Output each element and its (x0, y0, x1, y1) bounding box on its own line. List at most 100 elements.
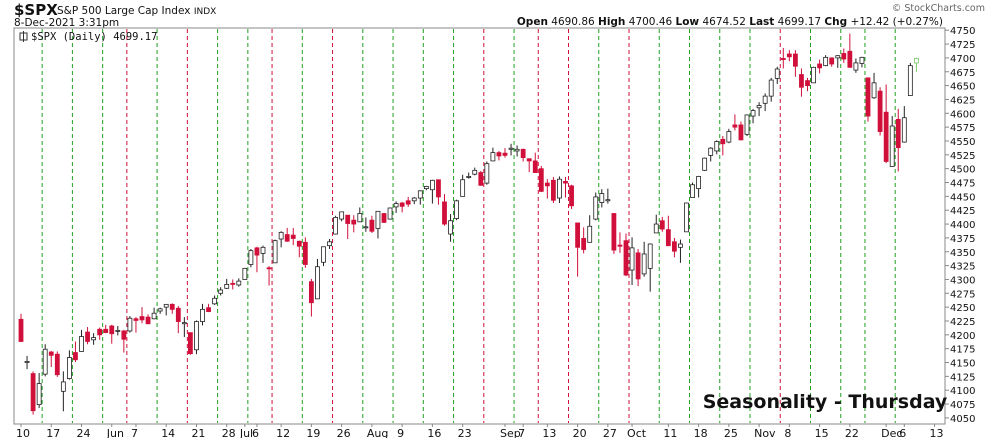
candle-body (732, 124, 738, 128)
y-tick-label: 4350 (950, 248, 975, 259)
candle-body (218, 289, 224, 294)
candle-body (151, 312, 157, 320)
y-tick-label: 4425 (950, 206, 975, 217)
y-tick-label: 4125 (950, 372, 975, 383)
candle-body (623, 240, 629, 276)
candle-body (194, 321, 199, 351)
x-tick-label: 7 (518, 427, 525, 438)
candle-body (841, 53, 847, 60)
candle-body (653, 223, 659, 234)
y-tick-label: 4200 (950, 331, 975, 342)
x-tick-label: Nov (754, 427, 776, 438)
candle-body (405, 200, 411, 205)
candle-body (315, 266, 320, 300)
candle-body (466, 176, 472, 178)
candle-body (478, 172, 484, 186)
y-tick-label: 4750 (950, 26, 975, 37)
quote-label: Open (517, 16, 548, 28)
index-name: S&P 500 Large Cap Index (57, 5, 190, 17)
x-tick-label: 13 (542, 427, 556, 438)
candle-body (702, 157, 708, 171)
y-tick-label: 4525 (950, 151, 975, 162)
y-tick-label: 4050 (950, 414, 975, 425)
candle-body (532, 160, 538, 173)
candle-body (629, 247, 635, 271)
candle-body (139, 316, 145, 321)
candle-body (611, 213, 617, 251)
x-tick-label: 6 (899, 427, 906, 438)
candle-body (260, 246, 266, 254)
candle-body (599, 193, 605, 203)
candle-body (42, 348, 48, 375)
x-tick-label: 24 (77, 427, 91, 438)
candle-body (230, 282, 236, 285)
quote-label: Chg (824, 16, 847, 28)
candle-body (472, 169, 478, 175)
x-tick-label: 23 (458, 427, 472, 438)
candle-body (714, 141, 720, 152)
candle-body (750, 110, 756, 117)
candle-body (883, 111, 889, 162)
candle-body (36, 383, 42, 406)
x-tick-label: 27 (603, 427, 617, 438)
y-tick-label: 4475 (950, 179, 975, 190)
candle-body (91, 337, 96, 341)
x-tick-label: Jul (239, 427, 253, 438)
candle-body (266, 267, 272, 270)
quote-value: 4700.46 (629, 16, 673, 28)
x-tick-label: 17 (46, 427, 60, 438)
candle-body (460, 179, 466, 197)
annotation: Seasonality - Thursday (703, 391, 948, 413)
candle-body (865, 77, 871, 117)
date: 8-Dec-2021 3:31pm (14, 17, 119, 29)
candle-body (587, 225, 593, 243)
candle-body (411, 197, 417, 202)
y-tick-label: 4500 (950, 165, 975, 176)
candle-body (557, 178, 562, 199)
candle-body (48, 351, 54, 356)
candle-body (811, 66, 816, 84)
x-tick-label: 16 (427, 427, 441, 438)
candle-body (18, 318, 24, 342)
x-tick-label: 11 (663, 427, 677, 438)
candle-body (859, 56, 865, 64)
candle-body (635, 252, 641, 280)
candle-body (538, 168, 544, 192)
candle-body (187, 332, 193, 355)
candle-body (284, 234, 290, 242)
candle-body (278, 231, 284, 240)
candle-body (436, 179, 441, 198)
candle-body (248, 250, 254, 265)
candle-body (133, 318, 139, 321)
x-tick-label: Dec (881, 427, 902, 438)
candle-body (780, 58, 786, 60)
candle-body (327, 241, 332, 247)
candle-body (502, 152, 508, 156)
candle-body (889, 125, 895, 167)
quote-label: High (598, 16, 625, 28)
candle-body (30, 373, 36, 412)
legend-value: 4699.17 (113, 31, 157, 43)
x-tick-label: 15 (815, 427, 829, 438)
candle-body (321, 246, 326, 263)
x-tick-label: 18 (694, 427, 708, 438)
candle-body (115, 329, 121, 332)
candle-body (351, 219, 357, 225)
candle-body (496, 152, 502, 157)
y-tick-label: 4225 (950, 317, 975, 328)
candle-body (224, 284, 230, 289)
candle-body (163, 303, 169, 308)
candle-body (647, 243, 653, 269)
candle-body (423, 185, 429, 190)
candle-body (54, 353, 60, 376)
candle-body (895, 118, 901, 149)
y-tick-label: 4675 (950, 68, 975, 79)
quote-value: 4690.86 (551, 16, 595, 28)
x-tick-label: 6 (252, 427, 259, 438)
candle-body (79, 336, 84, 352)
candle-body (109, 325, 115, 335)
y-tick-label: 4325 (950, 262, 975, 273)
candle-body (484, 163, 490, 184)
